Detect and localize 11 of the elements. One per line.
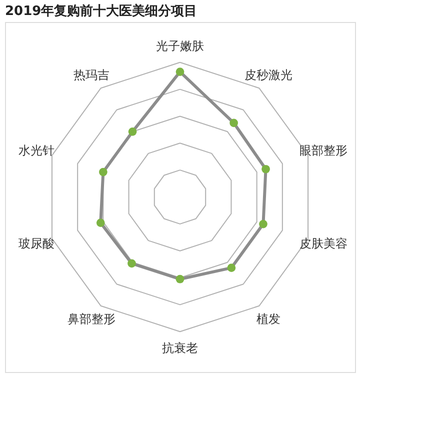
spoke-label: 抗衰老	[162, 340, 198, 355]
spoke-label: 玻尿酸	[18, 236, 55, 251]
spoke-label: 皮秒激光	[244, 68, 293, 82]
spoke-label: 皮肤美容	[299, 236, 348, 251]
spoke-label: 水光针	[18, 143, 55, 158]
spoke-label: 眼部整形	[299, 143, 348, 158]
spoke-label: 光子嫩肤	[156, 39, 204, 54]
chart-title: 2019年复购前十大医美细分项目	[5, 3, 198, 19]
spoke-label: 植发	[256, 312, 281, 326]
spoke-label: 鼻部整形	[67, 312, 116, 326]
spoke-label: 热玛吉	[73, 68, 110, 82]
